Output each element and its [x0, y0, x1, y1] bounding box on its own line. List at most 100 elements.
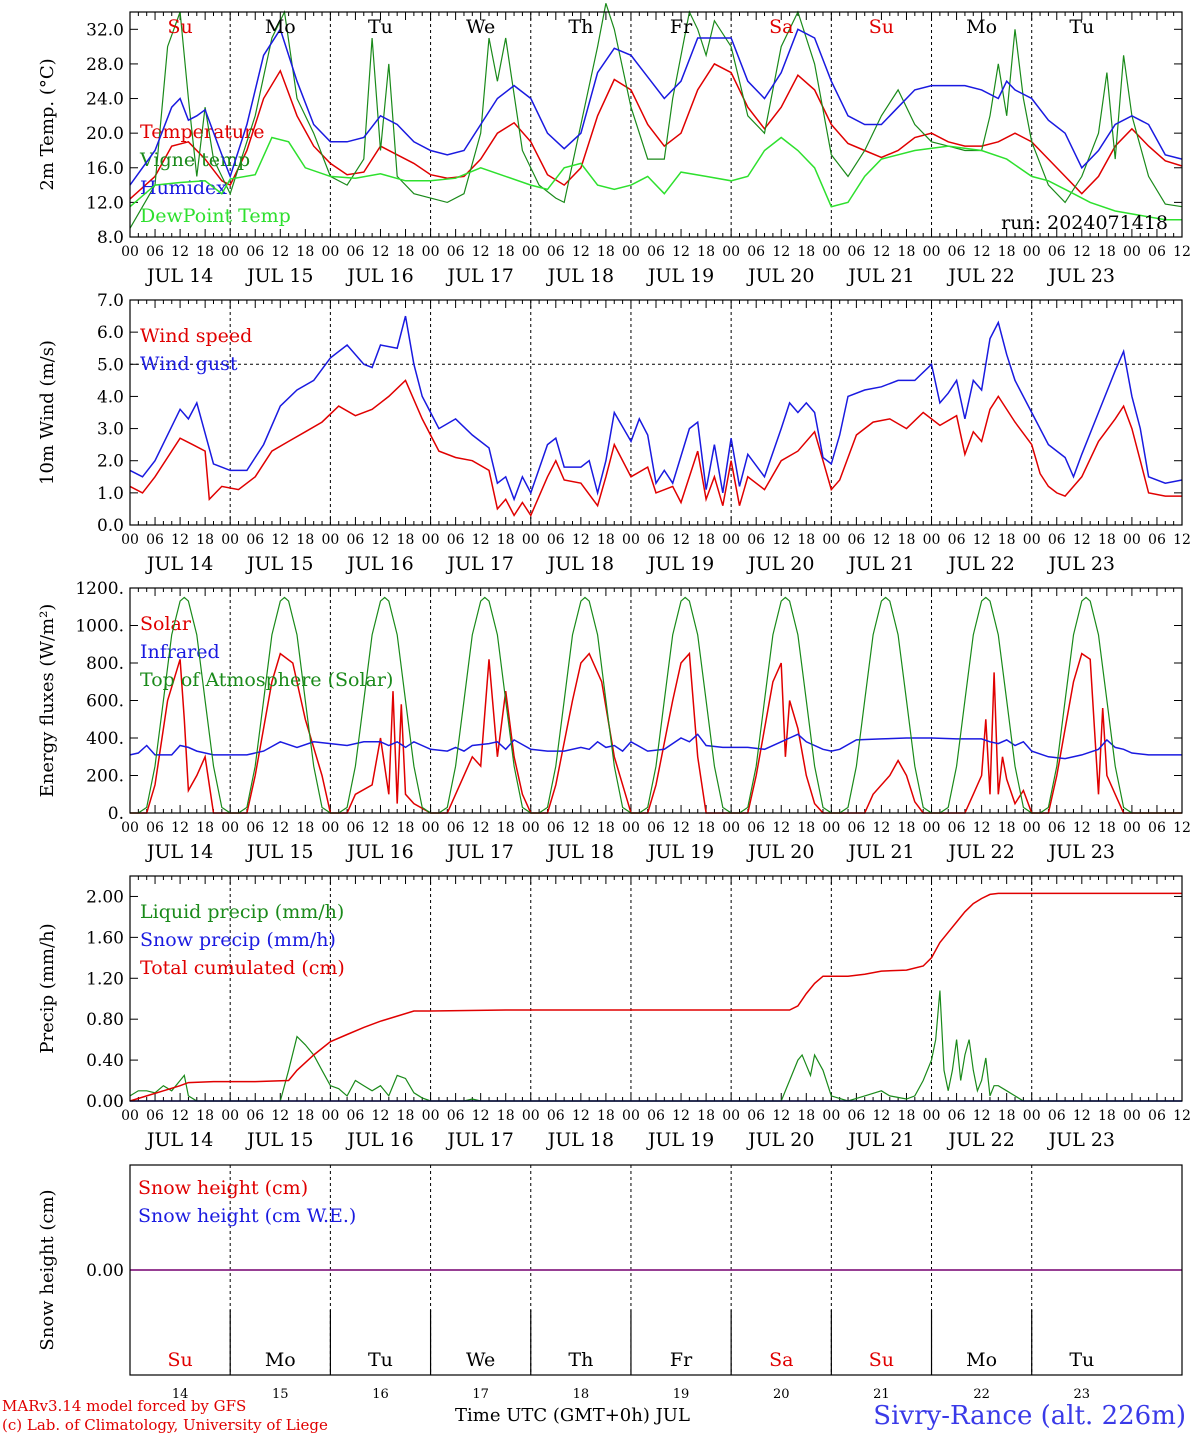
- x-hour-label: 06: [1048, 820, 1066, 836]
- x-hour-label: 18: [697, 1108, 715, 1124]
- x-hour-label: 18: [597, 244, 615, 260]
- x-hour-label: 18: [397, 1108, 415, 1124]
- x-hour-label: 00: [422, 820, 440, 836]
- x-day-label: JUL 21: [846, 553, 914, 575]
- x-hour-label: 12: [873, 532, 891, 548]
- x-hour-label: 06: [647, 1108, 665, 1124]
- y-axis-label: Snow height (cm): [37, 1189, 58, 1350]
- x-hour-label: 12: [1073, 1108, 1091, 1124]
- y-axis-label: 2m Temp. (°C): [37, 58, 58, 190]
- weekday-label: Mo: [265, 16, 296, 38]
- x-day-label: JUL 17: [445, 841, 513, 863]
- panel-5: 0.00 Snow height (cm) Snow height (cm) Snow…: [37, 1164, 1183, 1376]
- x-hour-label: 06: [647, 532, 665, 548]
- x-hour-label: 06: [948, 1108, 966, 1124]
- x-hour-label: 12: [372, 820, 390, 836]
- x-hour-label: 12: [271, 244, 289, 260]
- x-hour-label: 18: [898, 244, 916, 260]
- x-day-label: JUL 18: [546, 841, 614, 863]
- x-hour-label: 18: [397, 244, 415, 260]
- x-day-label: JUL 18: [546, 1129, 614, 1151]
- legend-entry: Humidex: [140, 177, 227, 199]
- x-hour-label: 12: [672, 820, 690, 836]
- x-day-label: JUL 19: [646, 1129, 714, 1151]
- x-day-label: JUL 23: [1047, 553, 1115, 575]
- x-hour-label: 18: [998, 244, 1016, 260]
- x-hour-label: 06: [1048, 244, 1066, 260]
- x-hour-label: 18: [597, 1108, 615, 1124]
- y-tick-label: 28.0: [86, 55, 124, 75]
- x-day-label: JUL 14: [145, 553, 213, 575]
- x-hour-label: 12: [271, 532, 289, 548]
- x-hour-label: 18: [998, 820, 1016, 836]
- x-hour-label: 12: [1173, 1108, 1191, 1124]
- x-hour-label: 12: [472, 244, 490, 260]
- series-line: [129, 136, 1182, 221]
- x-hour-label: 00: [522, 532, 540, 548]
- x-hour-label: 00: [1023, 244, 1041, 260]
- x-hour-label: 12: [372, 1108, 390, 1124]
- x-hour-label: 06: [146, 532, 164, 548]
- x-hour-label: 18: [196, 532, 214, 548]
- x-day-label: JUL 16: [345, 841, 413, 863]
- day-number-label: 23: [1074, 1387, 1091, 1400]
- x-hour-label: 00: [221, 1108, 239, 1124]
- x-hour-label: 00: [221, 244, 239, 260]
- weekday-label: Th: [568, 16, 593, 38]
- y-tick-label: 5.0: [97, 355, 124, 375]
- panel-1: 8.0 12.0 16.0 20.0 24.0 28.0 32.0 2m Temp. (°C)…: [37, 3, 1191, 287]
- x-hour-label: 12: [973, 820, 991, 836]
- y-axis-label: Precip (mm/h): [37, 923, 58, 1053]
- x-hour-label: 18: [797, 820, 815, 836]
- x-hour-label: 06: [347, 1108, 365, 1124]
- y-tick-label: 8.0: [97, 228, 124, 248]
- x-day-label: JUL 21: [846, 841, 914, 863]
- x-hour-label: 00: [522, 820, 540, 836]
- x-hour-label: 00: [121, 244, 139, 260]
- series-line: [129, 892, 1182, 1102]
- x-hour-label: 00: [822, 244, 840, 260]
- x-hour-label: 00: [722, 1108, 740, 1124]
- y-tick-label: 0.0: [97, 516, 124, 536]
- x-day-label: JUL 19: [646, 841, 714, 863]
- x-hour-label: 12: [472, 820, 490, 836]
- legend-entry: Snow height (cm): [138, 1177, 308, 1199]
- weekday-label-bottom: Fr: [670, 1349, 693, 1371]
- day-number-label: 21: [873, 1387, 890, 1400]
- x-hour-label: 00: [1023, 1108, 1041, 1124]
- series-line: [130, 651, 1182, 814]
- legend-entry: Wind gust: [140, 353, 238, 375]
- x-day-label: JUL 17: [445, 1129, 513, 1151]
- x-hour-label: 18: [397, 532, 415, 548]
- x-day-label: JUL 18: [546, 265, 614, 287]
- x-hour-label: 00: [622, 1108, 640, 1124]
- panel-frame: [129, 587, 1183, 814]
- day-number-label: 19: [673, 1387, 690, 1400]
- x-day-label: JUL 20: [746, 265, 814, 287]
- x-hour-label: 18: [1098, 532, 1116, 548]
- series-line: [130, 596, 1182, 814]
- x-hour-label: 12: [572, 1108, 590, 1124]
- x-hour-label: 18: [597, 532, 615, 548]
- x-hour-label: 12: [572, 244, 590, 260]
- series-line: [129, 62, 1183, 200]
- panel-frame: [129, 299, 1183, 526]
- day-number-label: 22: [973, 1387, 990, 1400]
- x-day-label: JUL 14: [145, 265, 213, 287]
- x-hour-label: 06: [547, 1108, 565, 1124]
- weekday-label: Sa: [769, 16, 793, 38]
- series-line: [129, 379, 1182, 517]
- x-day-label: JUL 15: [245, 265, 313, 287]
- x-day-label: JUL 16: [345, 553, 413, 575]
- y-axis-label: Energy fluxes (W/m²): [37, 604, 58, 798]
- x-day-label: JUL 20: [746, 1129, 814, 1151]
- x-hour-label: 12: [672, 244, 690, 260]
- x-hour-label: 12: [973, 1108, 991, 1124]
- x-hour-label: 06: [547, 532, 565, 548]
- x-hour-label: 00: [722, 244, 740, 260]
- x-hour-label: 18: [1098, 820, 1116, 836]
- x-hour-label: 00: [622, 244, 640, 260]
- x-hour-label: 18: [898, 532, 916, 548]
- x-hour-label: 06: [447, 244, 465, 260]
- x-hour-label: 00: [1123, 244, 1141, 260]
